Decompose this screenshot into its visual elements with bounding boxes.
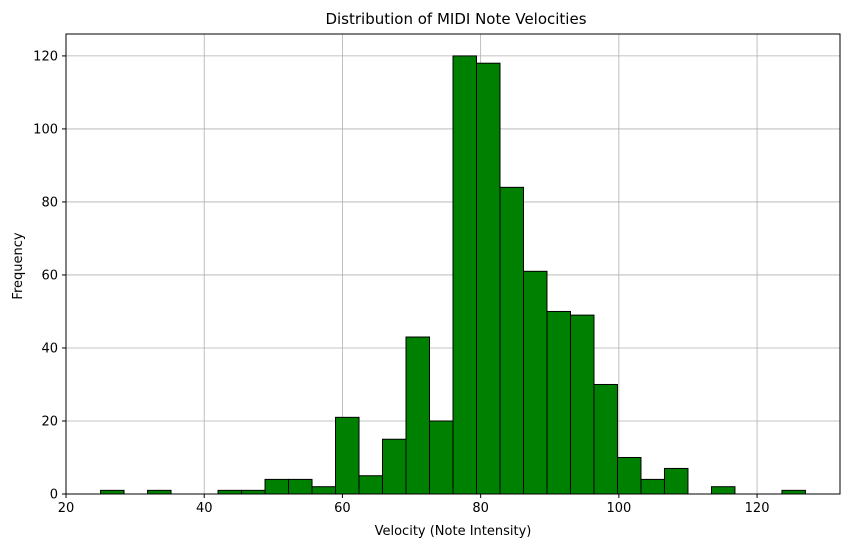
x-tick-label: 20 <box>58 501 75 516</box>
histogram-bar <box>616 456 642 495</box>
histogram-bar <box>335 416 360 495</box>
x-axis-title: Velocity (Note Intensity) <box>375 524 532 539</box>
histogram-bar <box>640 478 665 495</box>
plot-frame <box>65 33 841 495</box>
histogram-bar <box>217 489 243 495</box>
histogram-bar <box>569 314 595 495</box>
histogram-bar <box>546 310 571 495</box>
histogram-bar <box>663 467 689 495</box>
chart-title: Distribution of MIDI Note Velocities <box>325 10 586 28</box>
histogram-bar <box>781 489 806 495</box>
y-tick-label: 20 <box>41 414 58 429</box>
bars-layer <box>100 55 806 495</box>
histogram-bar <box>710 486 736 495</box>
histogram-bar <box>311 486 337 495</box>
y-tick-label: 60 <box>41 268 58 283</box>
x-tick-label: 80 <box>472 501 489 516</box>
histogram-bar <box>429 420 454 495</box>
histogram-bar <box>593 383 618 495</box>
y-axis-title: Frequency <box>11 232 26 299</box>
histogram-bar <box>499 186 524 495</box>
histogram-bar <box>382 438 407 495</box>
histogram-bar <box>100 489 125 495</box>
y-tick-label: 0 <box>50 488 58 503</box>
axes-layer <box>65 33 841 495</box>
histogram-bar <box>147 489 172 495</box>
histogram-bar <box>452 55 477 495</box>
histogram-bar <box>241 489 266 495</box>
y-tick-label: 80 <box>41 195 58 210</box>
y-tick-label: 120 <box>33 49 58 64</box>
histogram-bar <box>358 475 384 495</box>
histogram-bar <box>475 62 501 495</box>
y-tick-label: 40 <box>41 341 58 356</box>
histogram-bar <box>288 478 313 495</box>
x-tick-label: 60 <box>334 501 351 516</box>
x-tick-label: 120 <box>745 501 770 516</box>
histogram-bar <box>264 478 290 495</box>
y-tick-label: 100 <box>33 122 58 137</box>
histogram-bar <box>522 270 548 495</box>
x-tick-label: 40 <box>196 501 213 516</box>
histogram-bar <box>405 336 431 495</box>
x-tick-label: 100 <box>606 501 631 516</box>
